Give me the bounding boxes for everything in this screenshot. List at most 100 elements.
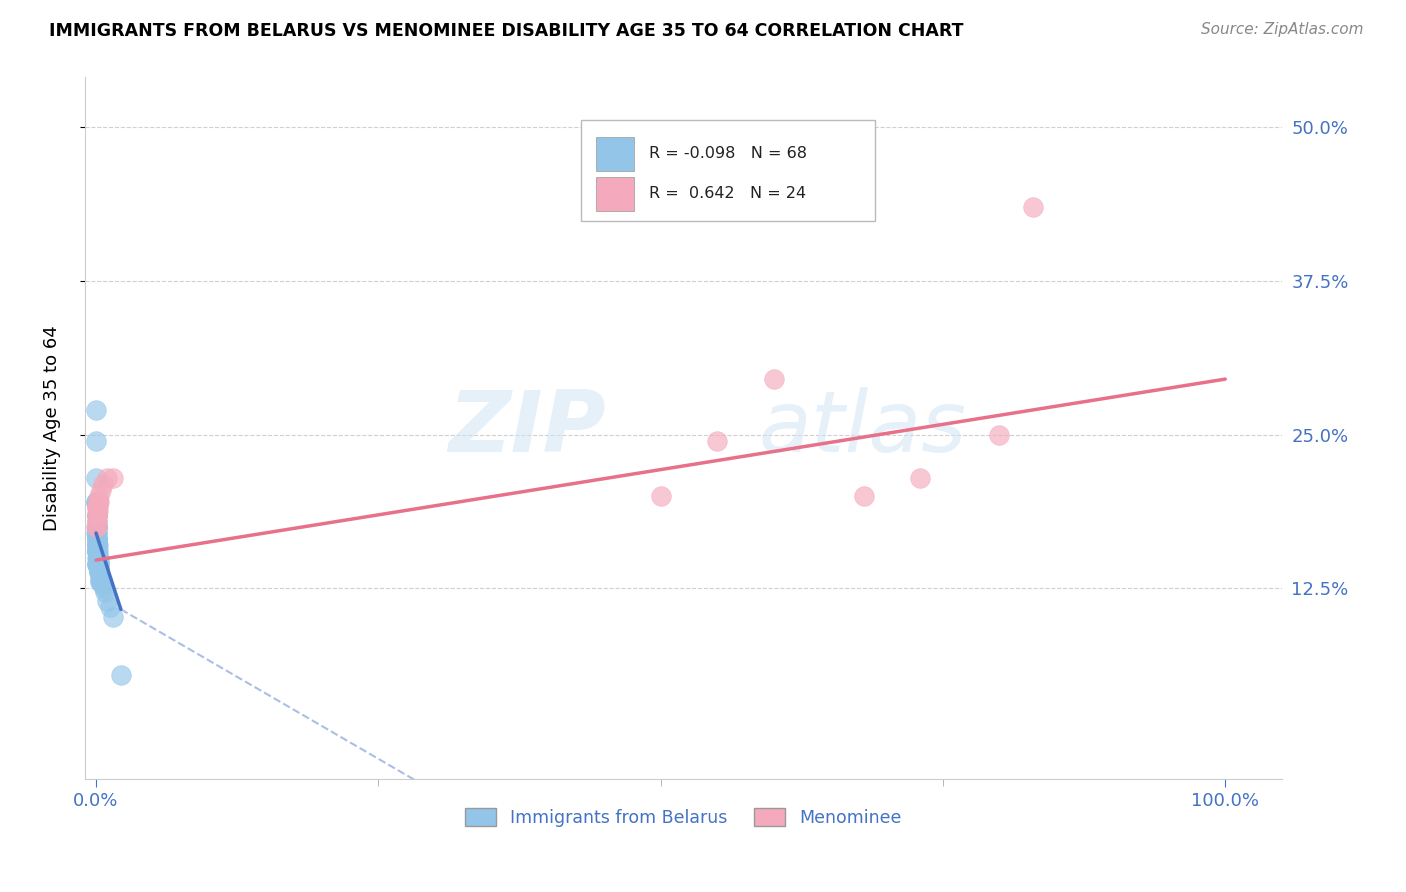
Point	[86, 557, 108, 571]
Point	[852, 489, 875, 503]
Point	[89, 569, 111, 583]
Point	[93, 582, 115, 596]
Point	[101, 470, 124, 484]
Text: IMMIGRANTS FROM BELARUS VS MENOMINEE DISABILITY AGE 35 TO 64 CORRELATION CHART: IMMIGRANTS FROM BELARUS VS MENOMINEE DIS…	[49, 22, 963, 40]
Point	[86, 520, 108, 534]
Point	[86, 550, 108, 565]
Point	[89, 489, 111, 503]
Point	[87, 553, 110, 567]
Point	[89, 575, 111, 590]
Text: R = -0.098   N = 68: R = -0.098 N = 68	[648, 146, 807, 161]
Point	[86, 495, 108, 509]
Point	[86, 526, 108, 541]
Point	[86, 538, 108, 552]
Point	[86, 508, 108, 522]
Text: R =  0.642   N = 24: R = 0.642 N = 24	[648, 186, 806, 202]
Point	[87, 560, 110, 574]
Point	[86, 508, 108, 522]
Point	[87, 504, 110, 518]
Point	[87, 557, 110, 571]
Point	[86, 532, 108, 546]
Point	[86, 544, 108, 558]
Point	[86, 550, 108, 565]
Point	[86, 532, 108, 546]
Point	[988, 427, 1011, 442]
Point	[86, 495, 108, 509]
Point	[650, 489, 672, 503]
Point	[110, 667, 132, 681]
Point	[86, 544, 108, 558]
Point	[86, 520, 108, 534]
Point	[91, 578, 114, 592]
Point	[86, 520, 108, 534]
Point	[706, 434, 728, 448]
FancyBboxPatch shape	[582, 120, 875, 221]
Point	[89, 573, 111, 587]
Point	[86, 508, 108, 522]
Point	[86, 538, 108, 552]
Point	[910, 470, 932, 484]
Point	[87, 495, 110, 509]
FancyBboxPatch shape	[596, 137, 634, 170]
Point	[86, 434, 108, 448]
Point	[86, 532, 108, 546]
Point	[87, 548, 110, 562]
Point	[87, 557, 110, 571]
FancyBboxPatch shape	[596, 178, 634, 211]
Point	[87, 495, 110, 509]
Y-axis label: Disability Age 35 to 64: Disability Age 35 to 64	[44, 326, 60, 532]
Point	[87, 553, 110, 567]
Point	[101, 609, 124, 624]
Point	[86, 538, 108, 552]
Point	[87, 559, 110, 574]
Point	[90, 575, 112, 590]
Point	[86, 544, 108, 558]
Point	[86, 514, 108, 528]
Point	[1022, 200, 1045, 214]
Point	[87, 553, 110, 567]
Point	[86, 538, 108, 552]
Point	[90, 483, 112, 497]
Point	[86, 557, 108, 571]
Point	[86, 508, 108, 522]
Point	[90, 575, 112, 590]
Point	[89, 566, 111, 580]
Point	[87, 556, 110, 570]
Point	[84, 403, 107, 417]
Point	[87, 553, 110, 567]
Point	[86, 544, 108, 558]
Point	[86, 520, 108, 534]
Point	[86, 538, 108, 552]
Text: atlas: atlas	[759, 387, 967, 470]
Point	[86, 470, 108, 484]
Point	[87, 563, 110, 577]
Point	[96, 593, 118, 607]
Point	[91, 476, 114, 491]
Point	[87, 544, 110, 558]
Point	[98, 599, 121, 614]
Point	[86, 514, 108, 528]
Point	[87, 557, 110, 571]
Point	[86, 501, 108, 516]
Point	[87, 550, 110, 565]
Point	[87, 499, 110, 513]
Point	[86, 520, 108, 534]
Text: Source: ZipAtlas.com: Source: ZipAtlas.com	[1201, 22, 1364, 37]
Point	[762, 372, 785, 386]
Point	[94, 585, 117, 599]
Point	[86, 532, 108, 546]
Point	[86, 508, 108, 522]
Point	[86, 520, 108, 534]
Point	[86, 526, 108, 541]
Point	[86, 526, 108, 541]
Point	[86, 520, 108, 534]
Point	[86, 532, 108, 546]
Text: ZIP: ZIP	[447, 387, 606, 470]
Point	[87, 550, 110, 565]
Point	[86, 495, 108, 509]
Legend: Immigrants from Belarus, Menominee: Immigrants from Belarus, Menominee	[458, 801, 908, 834]
Point	[96, 470, 118, 484]
Point	[89, 566, 111, 580]
Point	[86, 532, 108, 546]
Point	[86, 557, 108, 571]
